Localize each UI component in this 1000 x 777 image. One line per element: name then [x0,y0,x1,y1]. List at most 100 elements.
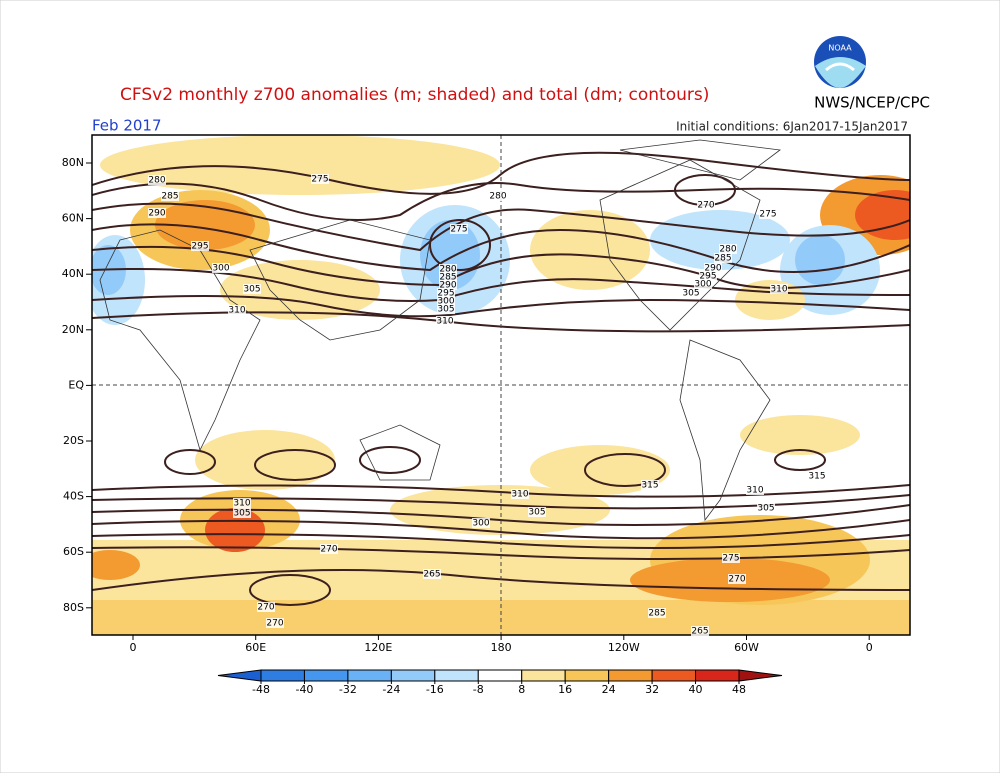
contour-label-bg [423,569,441,579]
contour-label: 270 [320,545,337,555]
contour-label-bg [437,296,455,306]
contour-label: 305 [757,504,774,514]
contour-label: 305 [528,508,545,518]
contour-label: 300 [694,280,711,290]
contour-label: 300 [472,519,489,529]
map [92,135,910,635]
contour-label-bg [161,191,179,201]
logo-text: NOAA [828,44,852,53]
colorbar-box [477,669,523,682]
lon-label: 0 [866,641,873,654]
contour-label-bg [257,602,275,612]
colorbar-box [564,669,610,682]
agency: NWS/NCEP/CPC [814,94,930,112]
colorbar-box [390,669,436,682]
colorbar-label: -24 [382,683,400,696]
contour-label: 310 [511,490,528,500]
contour-label-bg [759,209,777,219]
contour-label-bg [212,263,230,273]
lat-label: 20S [63,434,84,447]
contour-label: 270 [257,603,274,613]
contour-label: 265 [691,627,708,637]
contour-label: 315 [641,481,658,491]
contour-label: 285 [161,192,178,202]
contour-label: 270 [728,575,745,585]
contour-label: 300 [212,264,229,274]
contour-label: 285 [439,273,456,283]
contour-label-bg [722,553,740,563]
contour-label-bg [808,471,826,481]
colorbar-label: 16 [558,683,572,696]
contour-label-bg [228,305,246,315]
lat-label: 20N [62,323,84,336]
colorbar-label: -32 [339,683,357,696]
contour-label: 305 [243,285,260,295]
contour-label-bg [699,271,717,281]
contour-label: 305 [682,289,699,299]
contour-label: 275 [722,554,739,564]
lon-label: 60W [734,641,759,654]
contour-label: 275 [311,175,328,185]
contour-label-bg [266,618,284,628]
contour-label: 275 [759,210,776,220]
contour-label-bg [682,288,700,298]
contour-label-bg [148,175,166,185]
month: Feb 2017 [92,117,162,135]
colorbar-box [651,669,697,682]
contour-label-bg [437,304,455,314]
contour-label: 265 [423,570,440,580]
contour-label-bg [648,608,666,618]
lon-label: 120E [364,641,392,654]
contour-label-bg [746,485,764,495]
contour-label: 280 [489,192,506,202]
contour-label: 295 [191,242,208,252]
lat-label: 60S [63,545,84,558]
contour-label: 285 [648,609,665,619]
contour-label-bg [439,280,457,290]
contour-label-bg [641,480,659,490]
contour-label-bg [691,626,709,636]
colorbar-box [695,669,740,682]
colorbar-label: 32 [645,683,659,696]
colorbar-label: 40 [689,683,703,696]
colorbar-label: 8 [518,683,525,696]
contour-label: 310 [436,317,453,327]
contour-label-bg [757,503,775,513]
contour-label-bg [148,208,166,218]
contour-label: 270 [266,619,283,629]
lat-label: EQ [68,378,84,391]
colorbar-label: -40 [295,683,313,696]
title: CFSv2 monthly z700 anomalies (m; shaded)… [120,85,709,105]
contour-label: 295 [699,272,716,282]
contour-label-bg [233,508,251,518]
contour-label-bg [719,244,737,254]
contour-label-bg [439,272,457,282]
colorbar-end [738,669,783,682]
lon-label: 0 [130,641,137,654]
initial-conditions: Initial conditions: 6Jan2017-15Jan2017 [676,120,908,134]
contour-label: 310 [233,499,250,509]
colorbar-label: 48 [732,683,746,696]
contour-label: 290 [148,209,165,219]
colorbar-box [521,669,566,682]
lat-label: 80S [63,601,84,614]
lon-label: 180 [491,641,512,654]
contour-label: 295 [437,289,454,299]
contour-label: 315 [808,472,825,482]
contour-label-bg [311,174,329,184]
contour-label: 275 [450,225,467,235]
contour-label-bg [233,498,251,508]
colorbar-box [303,669,349,682]
colorbar-label: -48 [252,683,270,696]
contour-label-bg [439,264,457,274]
lon-label: 120W [608,641,640,654]
contour-label-bg [714,253,732,263]
lat-label: 60N [62,212,84,225]
contour-label-bg [489,191,507,201]
colorbar-box [434,669,479,682]
colorbar-box [608,669,653,682]
contour-label-bg [472,518,490,528]
lon-label: 60E [245,641,266,654]
contour-label-bg [436,316,454,326]
logo: NOAA [814,36,866,88]
